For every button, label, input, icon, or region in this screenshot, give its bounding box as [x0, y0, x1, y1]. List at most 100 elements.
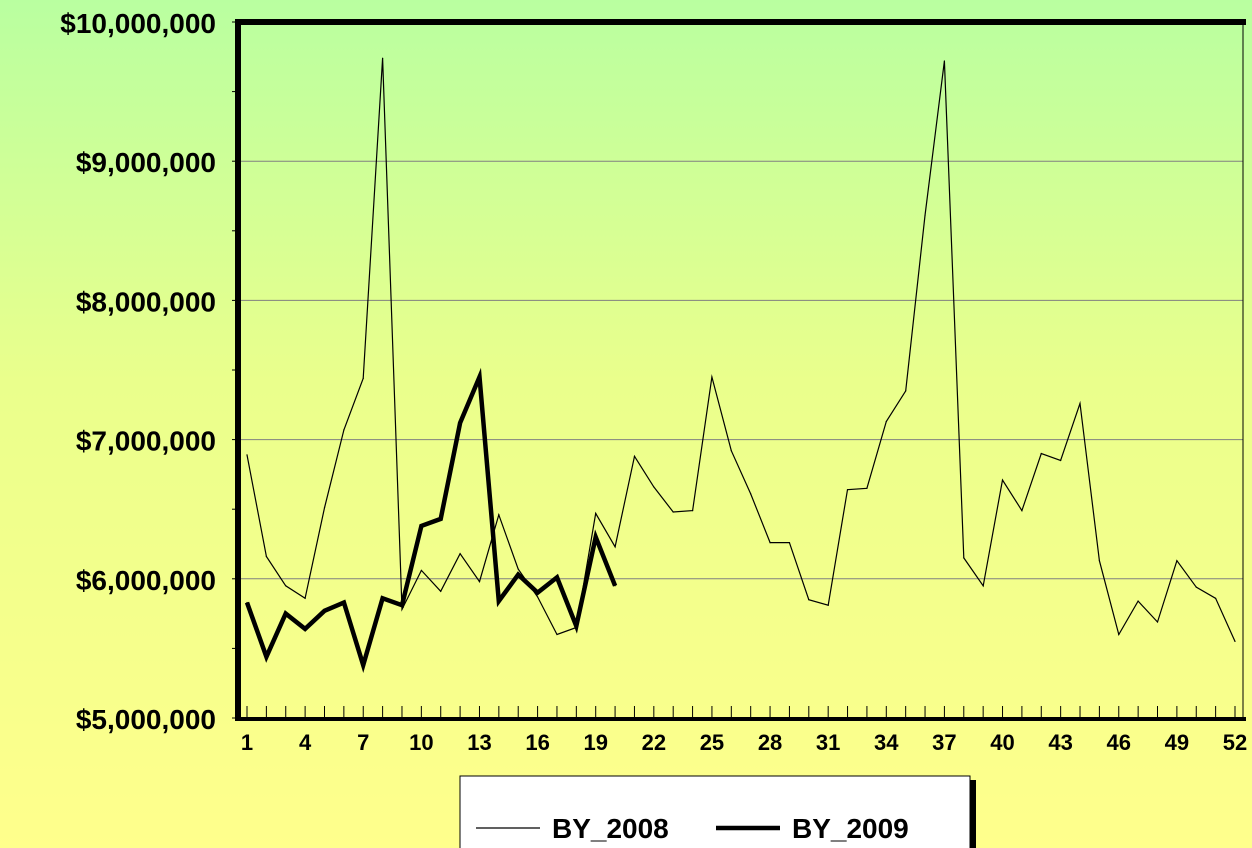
data-point-by-2009: [323, 610, 326, 612]
x-tick-label: 49: [1165, 730, 1189, 755]
x-tick-label: 19: [583, 730, 607, 755]
data-point-by-2009: [498, 600, 500, 602]
x-tick-label: 7: [357, 730, 369, 755]
data-point-by-2008: [924, 214, 926, 217]
data-point-by-2008: [885, 420, 887, 423]
data-point-by-2008: [420, 569, 422, 572]
data-point-by-2008: [905, 390, 907, 392]
data-point-by-2009: [575, 625, 577, 627]
y-tick-label: $5,000,000: [76, 704, 216, 735]
x-axis-ticks: [246, 706, 1236, 718]
legend-shadow: [970, 780, 976, 848]
data-point-by-2008: [343, 429, 345, 431]
data-point-by-2008: [401, 608, 403, 611]
data-point-by-2008: [285, 585, 287, 587]
data-point-by-2008: [982, 585, 984, 587]
x-tick-label: 10: [409, 730, 433, 755]
data-point-by-2008: [362, 377, 364, 379]
x-tick-label: 37: [932, 730, 956, 755]
data-point-by-2008: [498, 514, 500, 516]
x-tick-label: 25: [700, 730, 724, 755]
data-point-by-2008: [595, 512, 597, 514]
series-layer: [244, 57, 1236, 673]
data-point-by-2008: [1060, 459, 1062, 462]
data-point-by-2008: [1215, 597, 1217, 599]
data-point-by-2009: [265, 656, 267, 658]
x-tick-label: 22: [642, 730, 666, 755]
data-point-by-2008: [691, 509, 694, 512]
plot-border-left: [235, 19, 241, 721]
x-axis-tick-labels: 1 4 7 10 13 16 19 22 25 28 31 34 37 40 43 46 49 52: [241, 730, 1247, 755]
series-line-by-2008: [246, 58, 1236, 642]
data-point-by-2008: [943, 60, 946, 62]
data-point-by-2008: [517, 568, 519, 570]
data-point-by-2008: [633, 455, 636, 457]
data-point-by-2008: [808, 599, 810, 601]
data-point-by-2008: [711, 376, 713, 378]
data-point-by-2009: [420, 525, 422, 527]
y-tick-label: $9,000,000: [76, 147, 216, 178]
data-point-by-2008: [1137, 600, 1139, 602]
data-point-by-2008: [1195, 586, 1197, 588]
legend-label-by-2009: BY_2009: [792, 813, 909, 844]
data-point-by-2008: [440, 590, 442, 592]
data-point-by-2008: [1001, 479, 1004, 481]
y-tick-label: $6,000,000: [76, 565, 216, 596]
data-point-by-2008: [478, 580, 481, 583]
x-tick-label: 46: [1107, 730, 1131, 755]
data-point-by-2008: [1040, 452, 1042, 455]
data-point-by-2009: [362, 664, 364, 666]
data-point-by-2008: [788, 542, 791, 544]
data-point-by-2008: [963, 557, 965, 559]
plot-border: [237, 21, 1244, 719]
data-point-by-2008: [1176, 560, 1178, 562]
data-point-by-2008: [769, 542, 771, 544]
data-point-by-2009: [246, 601, 248, 604]
x-tick-label: 1: [241, 730, 253, 755]
x-tick-label: 4: [299, 730, 312, 755]
data-point-by-2008: [1118, 633, 1120, 636]
y-tick-label: $7,000,000: [76, 426, 216, 457]
data-point-by-2009: [401, 604, 403, 606]
data-point-by-2009: [595, 536, 597, 538]
data-point-by-2009: [517, 574, 519, 576]
data-point-by-2008: [827, 604, 829, 606]
y-tick-label: $8,000,000: [76, 286, 216, 317]
plot-border-top: [235, 19, 1246, 25]
data-point-by-2008: [265, 555, 267, 558]
plot-frame: [235, 19, 1246, 721]
x-tick-label: 52: [1223, 730, 1247, 755]
legend: BY_2008 BY_2009: [459, 775, 976, 848]
data-point-by-2009: [536, 592, 539, 594]
data-point-by-2008: [459, 553, 461, 555]
data-point-by-2008: [1021, 509, 1023, 512]
data-point-by-2009: [478, 376, 481, 378]
data-point-by-2008: [750, 493, 752, 495]
data-point-by-2008: [1156, 621, 1159, 623]
x-tick-label: 28: [758, 730, 782, 755]
legend-label-by-2008: BY_2008: [552, 813, 669, 844]
gridlines: [238, 160, 1243, 580]
data-point-by-2008: [846, 489, 849, 491]
data-point-by-2008: [653, 486, 655, 488]
y-axis-tick-labels: $5,000,000 $6,000,000 $7,000,000 $8,000,000…: [60, 8, 216, 735]
data-point-by-2008: [866, 487, 868, 489]
data-point-by-2008: [556, 633, 558, 636]
x-tick-label: 31: [816, 730, 840, 755]
data-point-by-2008: [1234, 640, 1236, 643]
plot-border-bottom: [235, 717, 1246, 721]
data-point-by-2009: [459, 422, 461, 424]
data-point-by-2008: [246, 454, 248, 456]
x-tick-label: 34: [874, 730, 899, 755]
x-tick-label: 13: [467, 730, 491, 755]
data-point-by-2009: [343, 601, 345, 604]
data-point-by-2009: [440, 518, 442, 520]
data-point-by-2008: [1098, 560, 1100, 562]
data-point-by-2008: [1079, 402, 1081, 405]
data-point-by-2008: [382, 57, 384, 59]
data-point-by-2009: [304, 628, 306, 630]
data-point-by-2008: [536, 596, 539, 598]
data-point-by-2008: [672, 511, 674, 513]
data-point-by-2009: [556, 576, 558, 579]
